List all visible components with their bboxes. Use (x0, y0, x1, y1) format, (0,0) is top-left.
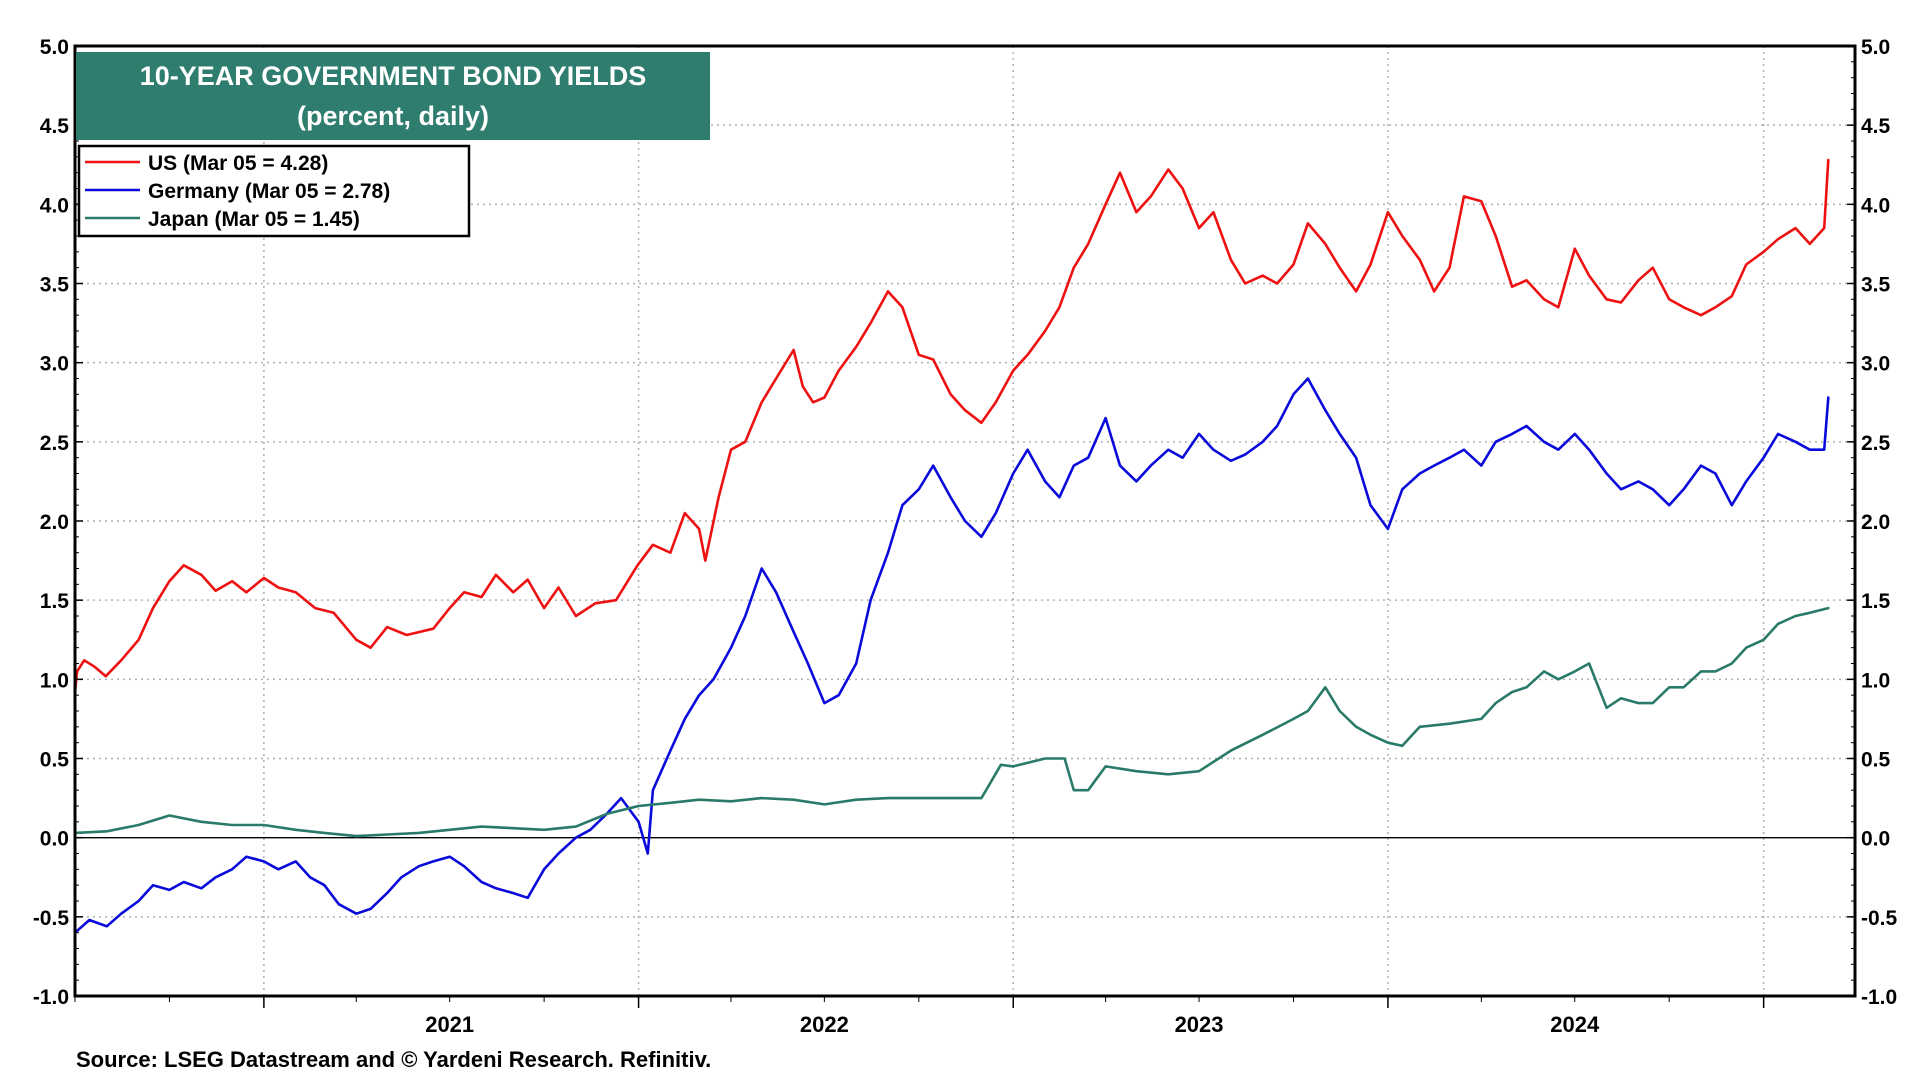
y-tick-label-left: 4.0 (40, 194, 69, 217)
legend: US (Mar 05 = 4.28) Germany (Mar 05 = 2.7… (79, 146, 469, 236)
y-tick-label-left: 5.0 (40, 36, 69, 59)
y-tick-label-right: 4.5 (1861, 115, 1891, 138)
y-tick-label-right: -1.0 (1861, 986, 1897, 1009)
y-tick-label-right: 3.5 (1861, 274, 1891, 297)
chart-title: 10-YEAR GOVERNMENT BOND YIELDS (140, 61, 647, 91)
y-tick-label-right: 0.5 (1861, 749, 1891, 772)
y-tick-label-right: 4.0 (1861, 194, 1890, 217)
y-tick-label-left: 2.5 (40, 432, 70, 455)
y-tick-label-right: 5.0 (1861, 36, 1890, 59)
y-tick-label-left: 2.0 (40, 511, 69, 534)
chart-subtitle: (percent, daily) (297, 101, 489, 131)
y-tick-label-left: 3.5 (40, 274, 70, 297)
y-tick-label-left: 0.5 (40, 749, 70, 772)
y-tick-label-right: -0.5 (1861, 907, 1898, 930)
y-tick-label-right: 2.0 (1861, 511, 1890, 534)
y-tick-label-left: 1.0 (40, 669, 69, 692)
x-tick-label: 2022 (800, 1012, 849, 1037)
y-tick-label-right: 2.5 (1861, 432, 1891, 455)
y-tick-label-right: 0.0 (1861, 828, 1890, 851)
y-tick-label-right: 3.0 (1861, 353, 1890, 376)
x-tick-label: 2021 (425, 1012, 474, 1037)
legend-label-japan: Japan (Mar 05 = 1.45) (148, 208, 360, 231)
y-tick-label-left: 3.0 (40, 353, 69, 376)
source-note: Source: LSEG Datastream and © Yardeni Re… (76, 1047, 711, 1072)
x-tick-label: 2024 (1550, 1012, 1600, 1037)
legend-label-germany: Germany (Mar 05 = 2.78) (148, 180, 390, 203)
y-tick-label-right: 1.5 (1861, 590, 1891, 613)
y-tick-label-left: 4.5 (40, 115, 70, 138)
y-tick-label-left: -0.5 (33, 907, 70, 930)
y-tick-label-right: 1.0 (1861, 669, 1890, 692)
legend-label-us: US (Mar 05 = 4.28) (148, 152, 328, 175)
x-tick-label: 2023 (1175, 1012, 1224, 1037)
y-tick-label-left: 0.0 (40, 828, 69, 851)
y-tick-label-left: 1.5 (40, 590, 70, 613)
y-tick-label-left: -1.0 (33, 986, 69, 1009)
